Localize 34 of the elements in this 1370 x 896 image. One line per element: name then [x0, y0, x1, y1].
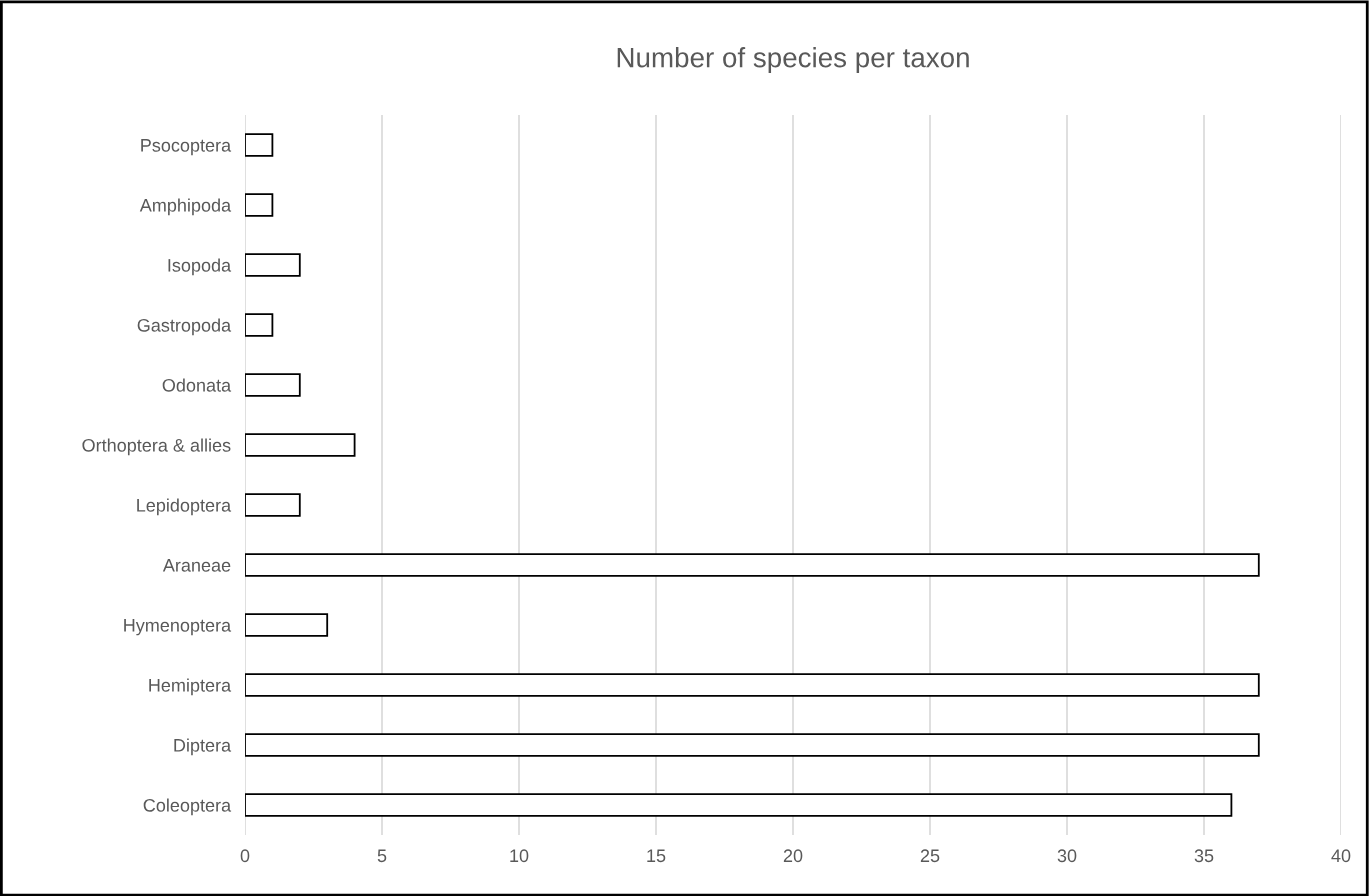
- x-tick-label: 40: [1331, 849, 1351, 863]
- bar: [245, 793, 1233, 817]
- x-tick-label: 30: [1057, 849, 1077, 863]
- x-tick-label: 25: [920, 849, 940, 863]
- bar: [245, 433, 356, 457]
- bar: [245, 193, 274, 217]
- x-tick-label: 10: [510, 849, 529, 863]
- x-tick-label: 15: [647, 849, 666, 863]
- y-tick-label: Orthoptera & allies: [82, 438, 231, 456]
- y-tick-label: Psocoptera: [141, 139, 232, 156]
- bar: [245, 613, 329, 637]
- bar: [245, 313, 274, 337]
- bar: [245, 493, 301, 517]
- y-tick-label: Odonata: [162, 378, 232, 392]
- x-tick-label: 20: [783, 849, 803, 863]
- y-tick-label: Araneae: [162, 559, 231, 572]
- bar: [245, 373, 301, 397]
- x-tick-label: 35: [1194, 849, 1214, 863]
- y-tick-label: Amphipoda: [139, 198, 232, 216]
- bar: [245, 673, 1260, 697]
- x-tick-label: 5: [377, 849, 387, 863]
- y-tick-label: Diptera: [174, 738, 232, 756]
- y-tick-label: Gastropoda: [137, 318, 232, 336]
- bar: [245, 253, 301, 277]
- y-tick-label: Hemiptera: [149, 678, 232, 696]
- y-tick-label: Isopoda: [168, 258, 232, 276]
- x-tick-label: 0: [240, 849, 250, 863]
- bar: [245, 733, 1260, 757]
- chart-title: Number of species per taxon: [617, 47, 969, 73]
- bar: [245, 133, 274, 157]
- bar: [245, 553, 1260, 577]
- y-tick-label: Hymenoptera: [124, 619, 232, 636]
- y-tick-label: Lepidoptera: [137, 498, 232, 516]
- y-tick-label: Coleoptera: [143, 798, 232, 816]
